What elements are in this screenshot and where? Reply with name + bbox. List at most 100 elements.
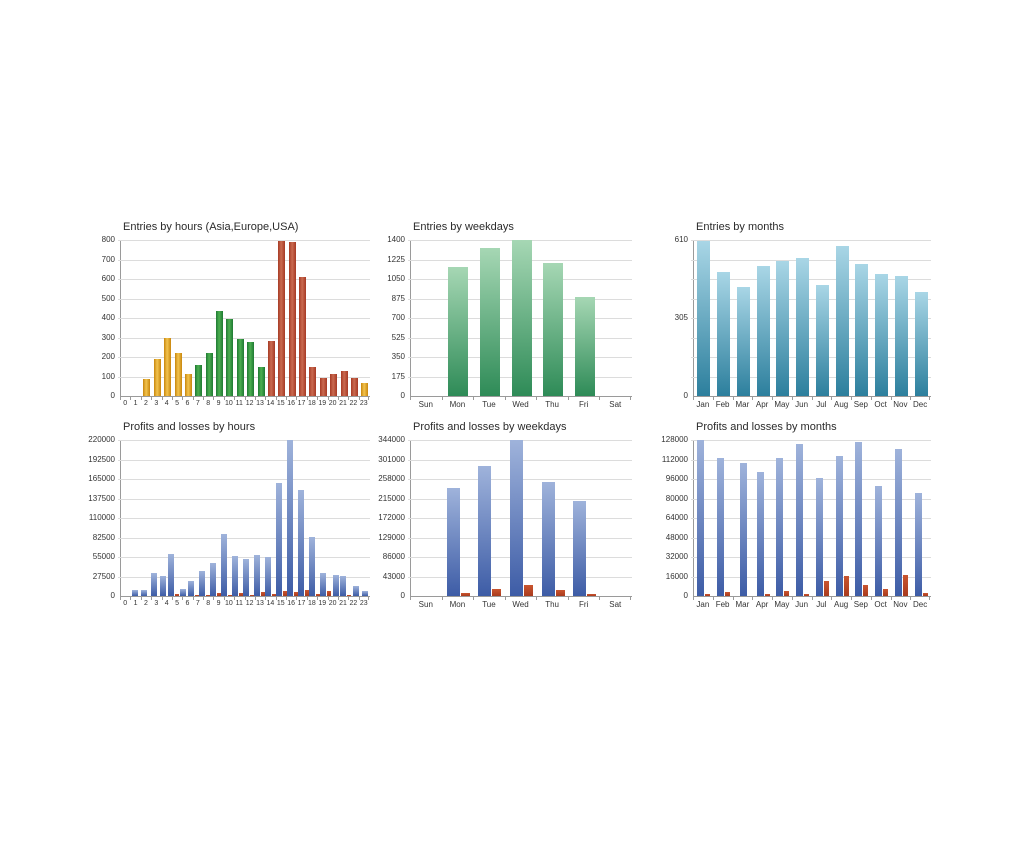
- bar-10: [220, 534, 227, 596]
- x-tick-label: Jun: [791, 596, 812, 609]
- bar-Dec: [914, 493, 922, 596]
- x-tick-label: 0: [120, 396, 130, 407]
- loss-bar-Wed: [524, 585, 534, 596]
- y-axis: 128000 112000 96000 80000 64000 48000 32000 160…: [647, 435, 693, 600]
- x-tick-label: 7: [192, 396, 203, 407]
- y-axis: 344000 301000 258000 215000 172000 129000 8600…: [364, 435, 410, 600]
- loss-bar-10: [227, 595, 232, 596]
- x-tick-label: Sun: [410, 396, 442, 409]
- category-slot: [149, 440, 158, 596]
- x-tick-label: Sun: [410, 596, 442, 609]
- chart-body: 344000 301000 258000 215000 172000 129000 8600…: [364, 435, 632, 600]
- x-tick-label: 23: [358, 596, 369, 607]
- bar-17: [299, 277, 307, 396]
- category-slot: [198, 440, 210, 596]
- bar-Oct: [875, 486, 883, 596]
- x-tick-label: 11: [234, 396, 244, 407]
- bar-23: [361, 383, 369, 396]
- category-slot: [158, 440, 167, 596]
- bar-15: [278, 241, 286, 396]
- x-tick-label: 10: [223, 596, 234, 607]
- x-tick-label: Fri: [567, 596, 600, 609]
- category-slot: [246, 240, 256, 396]
- loss-bar-Nov: [902, 575, 908, 596]
- x-tick-label: 2: [140, 596, 151, 607]
- y-tick-label: 110000: [88, 513, 115, 522]
- category-slot: [140, 440, 149, 596]
- bars-layer: [694, 240, 931, 396]
- bar-18: [309, 367, 317, 396]
- bars-layer: [694, 440, 931, 596]
- x-tick-label: Dec: [910, 396, 930, 409]
- bars-layer: [121, 240, 370, 396]
- x-tick-label: Wed: [504, 596, 537, 609]
- x-tick-label: 9: [213, 396, 223, 407]
- category-slot: [872, 240, 892, 396]
- y-tick-label: 344000: [378, 435, 405, 444]
- x-tick-label: 22: [348, 596, 358, 607]
- gridline: [691, 557, 931, 558]
- y-axis: 220000 192500 165000 137500 110000 82500 55000…: [74, 435, 120, 600]
- category-slot: [852, 440, 872, 596]
- bar-Nov: [894, 276, 908, 396]
- gridline: [118, 498, 370, 500]
- chart-body: 1400 1225 1050 875 700 525 350 175 0: [364, 235, 632, 400]
- bars-layer: [411, 240, 632, 396]
- category-slot: [773, 240, 793, 396]
- x-tick-label: 20: [327, 596, 338, 607]
- loss-bar-18: [315, 594, 320, 596]
- x-tick-label: 4: [161, 596, 172, 607]
- bar-Fri: [574, 297, 595, 396]
- x-tick-label: 19: [317, 596, 327, 607]
- x-tick-label: Nov: [890, 596, 911, 609]
- category-slot: [911, 440, 931, 596]
- x-tick-label: 11: [234, 596, 244, 607]
- bar-Sep: [855, 264, 869, 396]
- category-slot: [235, 240, 245, 396]
- gridline: [691, 279, 931, 280]
- x-tick-label: 1: [130, 396, 140, 407]
- x-tick-label: Mar: [732, 596, 753, 609]
- bar-8: [205, 353, 213, 396]
- chart-profits-losses-by-hours: Profits and losses by hours 220000 192500…: [74, 420, 370, 607]
- category-slot: [411, 240, 443, 396]
- category-slot: [753, 440, 773, 596]
- bar-Jul: [815, 285, 829, 396]
- x-tick-label: Wed: [504, 396, 537, 409]
- category-slot: [277, 240, 287, 396]
- bar-4: [159, 576, 166, 596]
- category-slot: [131, 240, 141, 396]
- x-axis: Sun Mon Tue Wed Thu Fri Sat: [410, 596, 631, 609]
- category-slot: [266, 240, 276, 396]
- category-slot: [872, 440, 892, 596]
- x-tick-label: 7: [192, 596, 203, 607]
- x-tick-label: 15: [275, 596, 286, 607]
- bar-21: [340, 576, 347, 596]
- bar-10: [226, 319, 234, 396]
- x-tick-label: 12: [244, 596, 255, 607]
- x-tick-label: Mon: [441, 396, 474, 409]
- y-tick-label: 0: [400, 591, 405, 600]
- category-slot: [340, 440, 352, 596]
- x-tick-label: Feb: [712, 396, 733, 409]
- y-tick-label: 48000: [665, 532, 688, 542]
- y-tick-label: 0: [400, 391, 405, 400]
- category-slot: [121, 240, 131, 396]
- category-slot: [308, 440, 320, 596]
- category-slot: [734, 440, 754, 596]
- bar-Wed: [511, 240, 532, 396]
- bar-Tue: [479, 248, 500, 396]
- y-tick-label: 875: [391, 293, 405, 303]
- y-tick-label: 350: [391, 352, 405, 361]
- bar-Aug: [835, 456, 843, 596]
- y-axis: 800 700 600 500 400 300 200 100 0: [74, 235, 120, 400]
- y-tick-label: 172000: [378, 513, 405, 522]
- x-axis: 0 1 2 3 4 5 6 7 8 9 10 11 12 13 14 15 16 17 18 19 20 21 22 23: [120, 596, 369, 607]
- gridline: [118, 459, 370, 461]
- y-tick-label: 0: [110, 591, 115, 600]
- category-slot: [187, 440, 199, 596]
- category-slot: [264, 440, 276, 596]
- x-tick-label: Jun: [791, 396, 812, 409]
- category-slot: [167, 440, 179, 596]
- bar-5: [174, 353, 182, 396]
